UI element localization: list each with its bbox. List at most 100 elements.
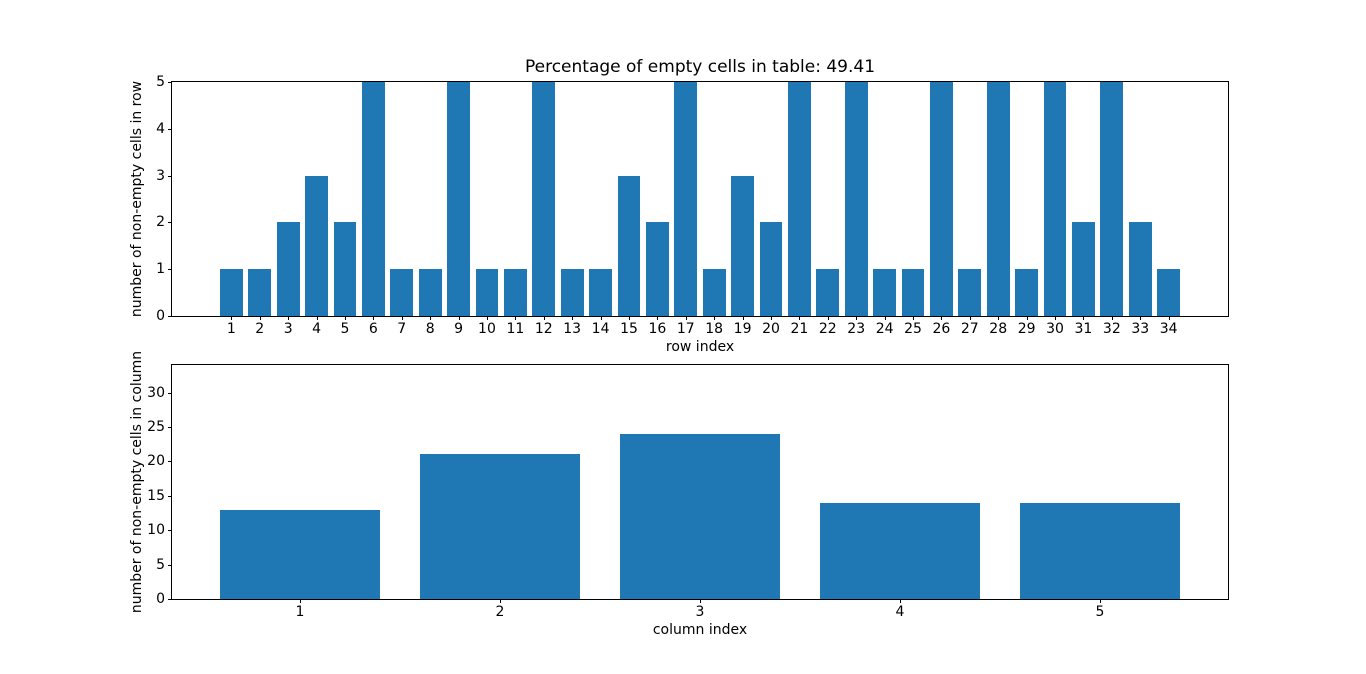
bar [820, 502, 980, 599]
x-tick-label: 5 [1095, 604, 1105, 620]
bar [731, 175, 754, 316]
x-tick [543, 316, 545, 320]
y-tick-label: 5 [156, 74, 165, 90]
bar [276, 222, 300, 316]
bar [759, 222, 783, 316]
y-tick-label: 0 [156, 308, 165, 324]
y-tick [168, 426, 172, 428]
bar [646, 222, 669, 316]
x-tick [1140, 316, 1142, 320]
x-tick [685, 316, 687, 320]
x-tick [1111, 316, 1113, 320]
x-tick [969, 316, 971, 320]
x-tick [827, 316, 829, 320]
y-axis-label: number of non-empty cells in column [129, 350, 145, 614]
y-tick [168, 128, 172, 130]
x-tick [1168, 316, 1170, 320]
y-tick-label: 3 [156, 167, 165, 184]
x-tick-label: 29 [1017, 321, 1036, 337]
y-tick-label: 10 [147, 522, 165, 539]
x-tick [1100, 599, 1101, 603]
x-tick [884, 316, 886, 320]
plot-area: 1 2 3 4 5 6 7 8 9 10 11 12 13 14 15 16 17 18 19 20 21 22 23 24 2… [156, 75, 1229, 336]
x-tick [742, 316, 744, 320]
x-axis-label: row index [665, 339, 735, 355]
x-tick-label: 4 [312, 321, 322, 337]
bar [362, 82, 385, 316]
x-tick-label: 32 [1102, 321, 1121, 337]
y-tick-label: 25 [147, 418, 165, 435]
y-tick-label: 4 [156, 120, 165, 137]
bar [1015, 269, 1038, 316]
bar [1100, 82, 1124, 316]
bar [420, 454, 580, 599]
x-tick-label: 12 [534, 321, 553, 337]
x-tick-label: 34 [1159, 321, 1178, 337]
x-tick-label: 2 [255, 321, 265, 337]
bar [901, 269, 925, 316]
y-tick-label: 1 [156, 261, 165, 278]
bar [248, 269, 272, 316]
x-tick-label: 4 [895, 604, 905, 620]
bar [620, 433, 780, 599]
x-tick [913, 316, 915, 320]
x-tick-label: 14 [591, 321, 610, 337]
x-tick-label: 5 [340, 321, 350, 337]
x-tick [288, 316, 290, 320]
y-tick [168, 222, 172, 224]
x-tick-label: 26 [932, 321, 951, 337]
x-tick [316, 316, 318, 320]
bar [1043, 82, 1067, 316]
x-tick [856, 316, 858, 320]
x-tick [500, 599, 501, 603]
x-tick [373, 316, 375, 320]
bar [475, 269, 499, 316]
x-tick-label: 16 [648, 321, 667, 337]
x-tick-label: 9 [454, 321, 464, 337]
x-tick-label: 24 [875, 321, 894, 337]
x-tick-label: 1 [295, 604, 305, 620]
x-tick [515, 316, 517, 320]
bar [1020, 502, 1180, 599]
x-tick-label: 23 [847, 321, 866, 337]
x-tick-label: 8 [425, 321, 435, 337]
x-tick [799, 316, 801, 320]
y-tick [168, 269, 172, 271]
x-tick-label: 18 [705, 321, 724, 337]
bar [986, 82, 1010, 316]
x-tick-label: 22 [818, 321, 837, 337]
bar [617, 175, 641, 316]
x-tick-label: 19 [733, 321, 752, 337]
x-tick-label: 15 [620, 321, 638, 337]
x-tick [231, 316, 233, 320]
bar [220, 509, 380, 599]
x-tick [998, 316, 1000, 320]
x-tick [344, 316, 346, 320]
y-tick [168, 392, 172, 394]
x-tick [430, 316, 432, 320]
bar [788, 82, 811, 316]
x-tick [458, 316, 460, 320]
x-tick [700, 599, 701, 603]
y-axis-label: number of non-empty cells in row [129, 80, 145, 318]
x-axis-label: column index [652, 622, 748, 638]
bar [305, 175, 328, 316]
x-tick [714, 316, 716, 320]
x-tick [600, 316, 602, 320]
bar [816, 269, 840, 316]
x-tick-label: 30 [1046, 321, 1064, 337]
bar [1128, 222, 1152, 316]
x-tick [657, 316, 659, 320]
y-tick [168, 316, 172, 317]
x-tick-label: 7 [397, 321, 407, 337]
x-tick [1083, 316, 1085, 320]
bar [504, 269, 527, 316]
x-tick-label: 1 [226, 321, 236, 337]
x-tick [1026, 316, 1028, 320]
y-tick [168, 564, 172, 566]
bar [418, 269, 442, 316]
x-tick [572, 316, 574, 320]
y-tick-label: 2 [156, 214, 165, 231]
x-tick-label: 17 [676, 321, 695, 337]
